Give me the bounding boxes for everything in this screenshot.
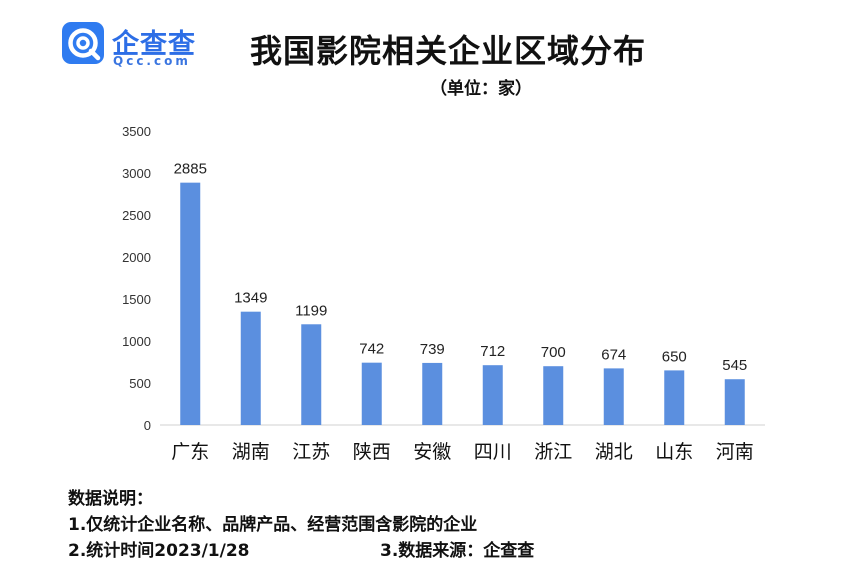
data-label: 1199 [295, 302, 327, 319]
notes-last-row: 2.统计时间2023/1/28 3.数据来源：企查查 [68, 538, 534, 564]
bar-9 [664, 370, 685, 425]
bar-10 [724, 379, 745, 425]
data-label: 674 [601, 346, 626, 363]
bar-7 [543, 366, 564, 425]
category-label: 江苏 [292, 441, 330, 463]
data-notes: 数据说明： 1.仅统计企业名称、品牌产品、经营范围含影院的企业 2.统计时间20… [68, 486, 534, 564]
y-tick-label: 3000 [122, 166, 151, 181]
category-label: 湖北 [595, 441, 633, 463]
bar-5 [422, 362, 443, 425]
category-label: 安徽 [413, 441, 451, 463]
y-tick-label: 0 [144, 418, 151, 433]
data-label: 739 [420, 341, 445, 358]
chart-title: 我国影院相关企业区域分布 [250, 32, 647, 70]
category-label: 四川 [474, 441, 512, 463]
data-label: 1349 [234, 290, 267, 307]
bar-4 [361, 362, 382, 425]
y-tick-label: 1500 [122, 292, 151, 307]
chart-unit: （单位：家） [430, 79, 532, 99]
category-label: 浙江 [534, 441, 572, 463]
note-scope: 1.仅统计企业名称、品牌产品、经营范围含影院的企业 [68, 515, 478, 535]
note-source: 3.数据来源：企查查 [380, 541, 535, 561]
category-label: 山东 [655, 441, 693, 463]
data-label: 700 [541, 344, 566, 361]
data-label: 650 [662, 348, 687, 365]
y-tick-label: 500 [129, 376, 151, 391]
y-tick-label: 2500 [122, 208, 151, 223]
data-label: 545 [722, 357, 747, 374]
data-label: 2885 [174, 161, 207, 178]
y-tick-label: 1000 [122, 334, 151, 349]
data-label: 742 [359, 341, 384, 358]
bar-1 [180, 182, 201, 425]
category-label: 河南 [716, 441, 754, 463]
qcc-logo-icon [62, 22, 104, 64]
notes-heading: 数据说明： [68, 489, 153, 509]
y-tick-label: 2000 [122, 250, 151, 265]
bar-6 [482, 365, 503, 425]
qcc-logo: 企查查 Qcc.com [62, 22, 222, 72]
data-label: 712 [480, 343, 505, 360]
bar-2 [240, 311, 261, 425]
logo-name-cn: 企查查 [112, 29, 196, 60]
category-label: 陕西 [353, 441, 391, 463]
bar-chart: 0 500 1000 1500 2000 2500 3000 3500 2885 广东 1349 湖南… [122, 124, 765, 463]
category-label: 广东 [171, 441, 209, 463]
logo-name-en: Qcc.com [113, 54, 191, 68]
category-label: 湖南 [232, 441, 270, 463]
bar-3 [301, 324, 322, 425]
y-tick-label: 3500 [122, 124, 151, 139]
bar-8 [603, 368, 624, 425]
note-date: 2.统计时间2023/1/28 [68, 541, 250, 561]
